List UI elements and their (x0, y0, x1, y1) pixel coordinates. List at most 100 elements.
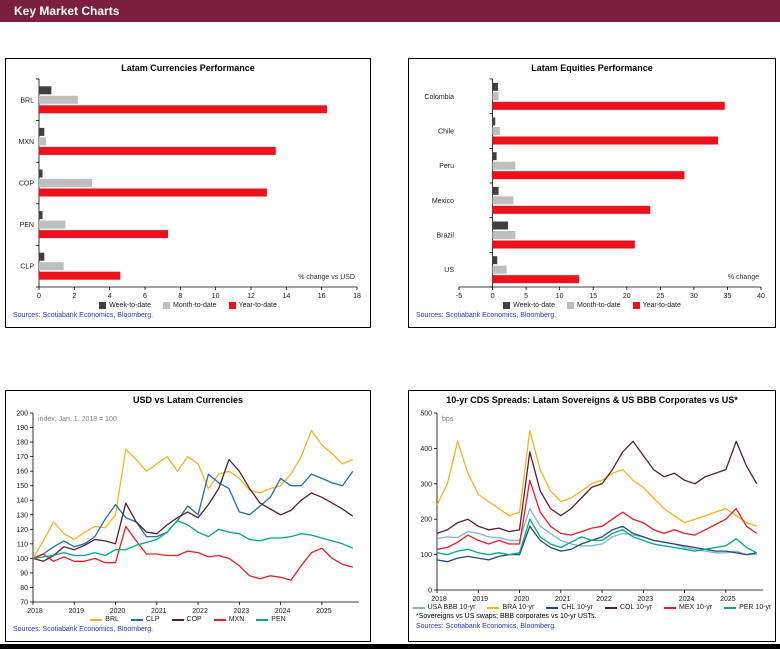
chart-title: Latam Equities Performance (531, 63, 653, 73)
bar-PEN-Week-to-date (39, 211, 43, 220)
page-title: Key Market Charts (14, 4, 120, 18)
chart-sources: Sources: Scotiabank Economics, Bloomberg… (13, 312, 154, 319)
x-tick-label: 2018 (431, 596, 447, 603)
bar-MXN-Year-to-date (39, 146, 276, 155)
currencies-line-plot: 70 80 90 100 110 120 130 140 150 160 170 180 190 200 2… (16, 411, 359, 615)
legend-swatch (487, 606, 500, 609)
legend-swatch (99, 302, 107, 309)
y-tick-label: 120 (16, 527, 28, 534)
legend-item-Week-to-date: Week-to-date (503, 302, 555, 309)
x-tick-label: 2019 (472, 596, 488, 603)
x-tick-label: 2 (72, 293, 76, 300)
x-tick-label: 18 (353, 293, 361, 300)
chart-legend: USA BBB 10-yr BRA 10-yr CHL 10-yr COL 10-yr… (411, 604, 773, 611)
legend-item-CHL 10-yr: CHL 10-yr (546, 604, 593, 611)
legend-swatch (163, 302, 170, 309)
legend-label: USA BBB 10-yr (427, 604, 476, 611)
x-tick-label: 10 (212, 293, 220, 300)
category-label: CLP (20, 264, 34, 271)
legend-item-CLP: CLP (130, 616, 160, 623)
y-tick-label: 300 (420, 481, 432, 488)
bar-Chile-Year-to-date (492, 136, 719, 145)
y-tick-label: 130 (16, 512, 28, 519)
legend-swatch (228, 302, 236, 309)
legend-item-Month-to-date: Month-to-date (163, 302, 217, 309)
y-tick-label: 160 (16, 469, 28, 476)
legend-item-USA BBB 10-yr: USA BBB 10-yr (412, 604, 476, 611)
y-tick-label: 80 (20, 585, 28, 592)
chart-legend: Week-to-date Month-to-date Year-to-date (411, 302, 773, 309)
series-line-BRL (32, 429, 354, 559)
x-tick-label: 4 (108, 293, 112, 300)
bar-Mexico-Year-to-date (492, 205, 651, 214)
legend-label: Year-to-date (238, 302, 277, 309)
x-tick-label: 2020 (110, 608, 126, 615)
legend-item-Week-to-date: Week-to-date (99, 302, 151, 309)
x-tick-label: 2022 (596, 596, 612, 603)
x-tick-label: 2025 (720, 596, 736, 603)
legend-item-BRA 10-yr: BRA 10-yr (487, 604, 534, 611)
chart-title: Latam Currencies Performance (121, 63, 255, 73)
bottom-rule (0, 644, 780, 649)
x-tick-label: 2024 (275, 608, 291, 615)
legend-item-Year-to-date: Year-to-date (632, 302, 681, 309)
legend-swatch (567, 302, 574, 309)
bar-US-Week-to-date (492, 256, 498, 265)
x-tick-label: 2019 (68, 608, 84, 615)
legend-label: Week-to-date (513, 302, 555, 309)
y-tick-label: 190 (16, 425, 28, 432)
bar-CLP-Month-to-date (39, 262, 64, 271)
bar-CLP-Year-to-date (39, 271, 121, 280)
series-line-CHL 10-yr (436, 525, 757, 563)
legend-swatch (605, 606, 617, 609)
currencies-bar-plot: 0 2 4 6 8 10 12 14 16 18 BRL MXN COP PEN CLP % change v… (18, 78, 361, 300)
y-tick-label: 0 (428, 588, 432, 595)
legend-label: Month-to-date (577, 302, 621, 309)
legend-swatch (213, 618, 226, 621)
x-tick-label: 15 (589, 293, 597, 300)
legend-item-BRL: BRL (90, 616, 119, 623)
x-tick-label: 20 (623, 293, 631, 300)
legend-label: MXN (228, 616, 245, 623)
legend-label: BRA 10-yr (502, 604, 535, 611)
chart-legend: BRL CLP COP MXN PEN (8, 616, 368, 623)
bar-BRL-Week-to-date (39, 86, 52, 95)
x-tick-label: 8 (178, 293, 182, 300)
bar-Colombia-Month-to-date (492, 92, 499, 101)
legend-label: COL 10-yr (620, 604, 653, 611)
cds-line-plot: 0 100 200 300 400 500 2018 2019 2020 2021 2022 2023… (420, 411, 763, 603)
y-tick-label: 140 (16, 498, 28, 505)
category-label: US (444, 267, 454, 274)
category-label: PEN (20, 222, 34, 229)
x-tick-label: 16 (318, 293, 326, 300)
legend-swatch (503, 302, 511, 309)
x-tick-label: 2024 (679, 596, 695, 603)
x-tick-label: 2018 (27, 608, 43, 615)
chart-title: USD vs Latam Currencies (132, 395, 244, 405)
bar-BRL-Year-to-date (39, 105, 327, 114)
axis-note: % change vs USD (298, 274, 355, 281)
page-header: Key Market Charts (0, 0, 780, 22)
series-line-PER 10-yr (436, 518, 758, 556)
series-line-PEN (32, 519, 354, 560)
y-tick-label: 100 (420, 552, 432, 559)
y-tick-label: 70 (20, 600, 28, 607)
legend-label: Year-to-date (642, 302, 681, 309)
bar-Brazil-Year-to-date (492, 240, 635, 249)
y-tick-label: 500 (420, 411, 432, 418)
x-tick-label: 40 (757, 293, 765, 300)
legend-item-MXN: MXN (213, 616, 245, 623)
bar-BRL-Month-to-date (39, 95, 78, 104)
series-line-COL 10-yr (436, 440, 758, 535)
x-tick-label: 2021 (151, 608, 167, 615)
legend-swatch (546, 606, 559, 609)
bar-US-Month-to-date (492, 265, 507, 274)
legend-item-Year-to-date: Year-to-date (228, 302, 277, 309)
x-tick-label: 35 (724, 293, 732, 300)
chart-footnote: *Sovereigns vs US swaps; BBB corporates … (416, 613, 597, 620)
legend-item-Month-to-date: Month-to-date (567, 302, 621, 309)
y-tick-label: 90 (20, 570, 28, 577)
bar-MXN-Week-to-date (39, 127, 45, 136)
y-tick-label: 200 (420, 517, 432, 524)
